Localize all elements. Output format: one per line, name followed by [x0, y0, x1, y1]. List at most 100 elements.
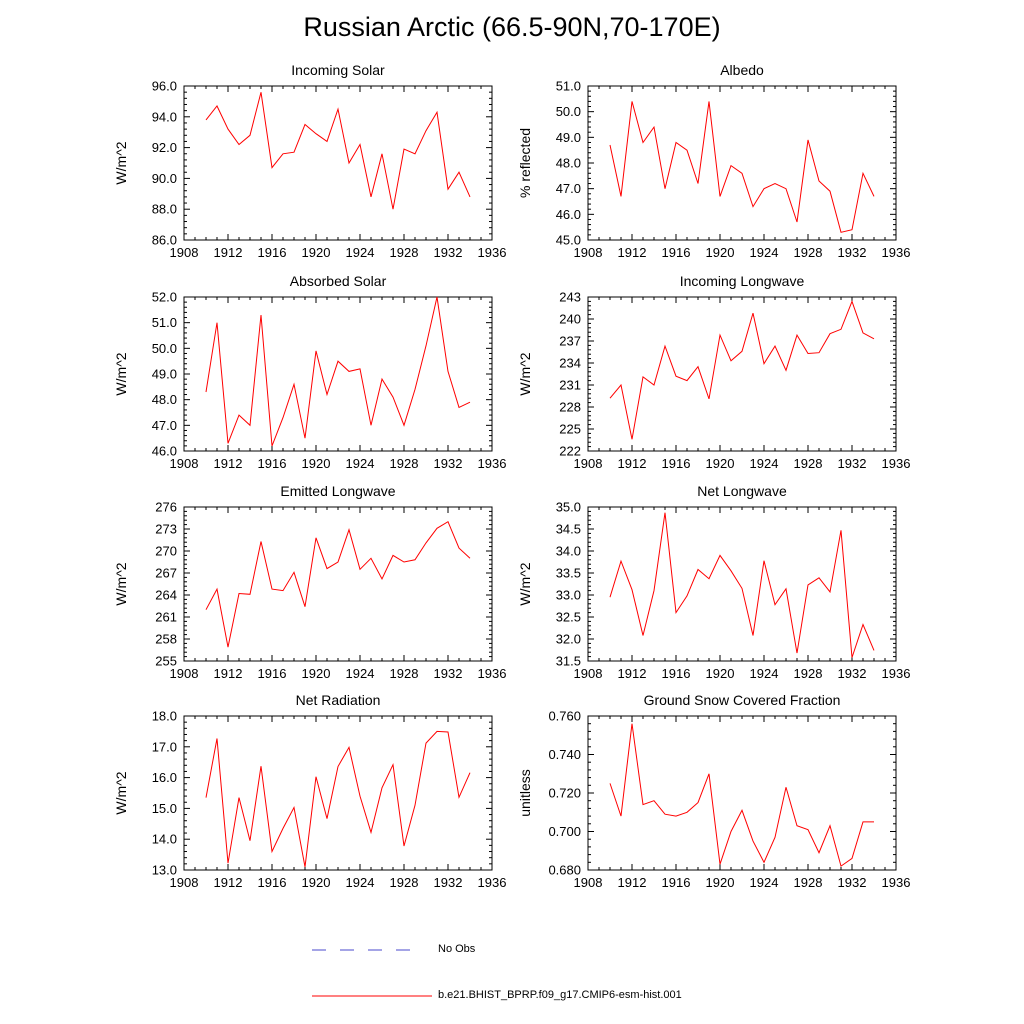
y-tick-label: 46.0: [152, 444, 177, 459]
y-tick-label: 34.0: [556, 544, 581, 559]
x-tick-label: 1924: [750, 245, 779, 260]
y-tick-label: 32.0: [556, 632, 581, 647]
y-tick-label: 32.5: [556, 610, 581, 625]
y-axis-label: W/m^2: [113, 562, 129, 605]
series-line: [609, 723, 874, 867]
chart-panel-4: 1908 1912 1916 1920 1924 1928 1932 1936 222 225 22…: [517, 273, 910, 471]
series-line: [205, 296, 471, 447]
x-tick-label: 1916: [258, 666, 287, 681]
x-tick-label: 1916: [662, 245, 691, 260]
y-tick-label: 96.0: [152, 79, 177, 94]
y-tick-label: 86.0: [152, 233, 177, 248]
series-line: [609, 299, 875, 440]
y-tick-label: 88.0: [152, 202, 177, 217]
x-tick-label: 1928: [794, 245, 823, 260]
y-tick-label: 0.740: [548, 747, 581, 762]
y-tick-label: 237: [559, 334, 581, 349]
y-tick-label: 94.0: [152, 109, 177, 124]
y-tick-label: 0.700: [548, 824, 581, 839]
y-tick-label: 0.720: [548, 786, 581, 801]
x-tick-label: 1916: [258, 875, 287, 890]
x-tick-label: 1912: [214, 875, 243, 890]
x-tick-label: 1912: [214, 245, 243, 260]
y-tick-label: 258: [155, 632, 177, 647]
y-tick-label: 0.680: [548, 863, 581, 878]
chart-panel-7: 1908 1912 1916 1920 1924 1928 1932 1936 13.0 14.0…: [113, 692, 506, 890]
y-tick-label: 261: [155, 610, 177, 625]
x-tick-label: 1936: [478, 666, 507, 681]
y-tick-label: 16.0: [152, 770, 177, 785]
x-tick-label: 1924: [750, 875, 779, 890]
x-tick-label: 1908: [574, 456, 603, 471]
series-line: [205, 92, 471, 210]
y-axis-label: W/m^2: [517, 352, 533, 395]
x-tick-label: 1908: [170, 666, 199, 681]
y-tick-label: 92.0: [152, 140, 177, 155]
x-tick-label: 1908: [574, 245, 603, 260]
chart-panels: 1908 1912 1916 1920 1924 1928 1932 1936 86.0 88.0…: [113, 62, 910, 890]
x-tick-label: 1924: [750, 666, 779, 681]
x-tick-label: 1928: [390, 245, 419, 260]
x-tick-label: 1920: [302, 245, 331, 260]
x-tick-label: 1932: [434, 456, 463, 471]
x-tick-label: 1916: [258, 245, 287, 260]
x-tick-label: 1920: [302, 666, 331, 681]
chart-panel-8: 1908 1912 1916 1920 1924 1928 1932 1936 0.680 0.7…: [517, 692, 910, 890]
y-axis-label: W/m^2: [517, 562, 533, 605]
x-tick-label: 1924: [346, 666, 375, 681]
x-tick-label: 1936: [478, 245, 507, 260]
y-tick-label: 18.0: [152, 709, 177, 724]
panel-title: Incoming Longwave: [680, 273, 805, 289]
x-tick-label: 1912: [618, 875, 647, 890]
series-line: [205, 730, 471, 867]
y-tick-label: 255: [155, 654, 177, 669]
x-tick-label: 1928: [390, 456, 419, 471]
x-tick-label: 1912: [618, 245, 647, 260]
x-tick-label: 1928: [794, 456, 823, 471]
y-tick-label: 33.0: [556, 588, 581, 603]
x-tick-label: 1936: [478, 875, 507, 890]
y-tick-label: 13.0: [152, 863, 177, 878]
y-tick-label: 17.0: [152, 739, 177, 754]
x-tick-label: 1916: [258, 456, 287, 471]
y-tick-label: 48.0: [556, 156, 581, 171]
x-tick-label: 1908: [170, 875, 199, 890]
x-tick-label: 1932: [434, 666, 463, 681]
y-axis-label: W/m^2: [113, 141, 129, 184]
y-axis-label: % reflected: [517, 128, 533, 198]
y-tick-label: 35.0: [556, 500, 581, 515]
y-tick-label: 31.5: [556, 654, 581, 669]
y-tick-label: 47.0: [152, 418, 177, 433]
y-tick-label: 273: [155, 522, 177, 537]
y-tick-label: 14.0: [152, 832, 177, 847]
x-tick-label: 1924: [346, 456, 375, 471]
x-tick-label: 1936: [882, 666, 911, 681]
x-tick-label: 1908: [170, 245, 199, 260]
x-tick-label: 1920: [706, 245, 735, 260]
series-line: [609, 512, 875, 658]
y-tick-label: 50.0: [152, 341, 177, 356]
y-tick-label: 50.0: [556, 104, 581, 119]
x-tick-label: 1928: [794, 875, 823, 890]
x-tick-label: 1908: [170, 456, 199, 471]
x-tick-label: 1920: [706, 875, 735, 890]
x-tick-label: 1932: [434, 875, 463, 890]
x-tick-label: 1912: [618, 456, 647, 471]
y-tick-label: 0.760: [548, 709, 581, 724]
y-tick-label: 90.0: [152, 171, 177, 186]
series-line: [609, 101, 875, 233]
y-tick-label: 49.0: [152, 367, 177, 382]
y-tick-label: 51.0: [152, 315, 177, 330]
y-axis-label: W/m^2: [113, 352, 129, 395]
x-tick-label: 1912: [214, 456, 243, 471]
chart-panel-3: 1908 1912 1916 1920 1924 1928 1932 1936 46.0 47.0…: [113, 273, 506, 471]
y-tick-label: 228: [559, 400, 581, 415]
legend: [312, 949, 432, 997]
x-tick-label: 1908: [574, 875, 603, 890]
y-tick-label: 231: [559, 378, 581, 393]
x-tick-label: 1916: [662, 456, 691, 471]
y-tick-label: 234: [559, 356, 581, 371]
y-tick-label: 222: [559, 444, 581, 459]
plot-frame: [183, 296, 493, 452]
